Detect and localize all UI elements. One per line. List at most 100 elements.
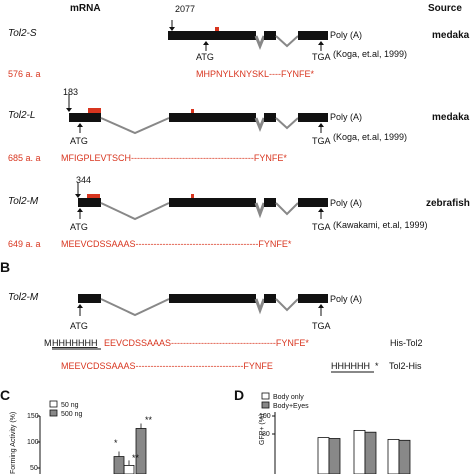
site-arrowhead [75, 194, 81, 198]
atg-label: ATG [70, 136, 88, 146]
intron-1 [100, 117, 170, 135]
reference: (Kawakami, et.al, 1999) [333, 220, 428, 230]
gene-name: Tol2-L [8, 110, 35, 121]
polya-label: Poly (A) [330, 30, 362, 40]
y-tick-50: 50 [30, 465, 38, 472]
reference: (Koga, et.al, 1999) [333, 49, 407, 59]
gene-name: Tol2-M [8, 292, 39, 303]
mrna-header: mRNA [70, 3, 101, 14]
panel-c: C Forming Activity (%) 50 ng 500 ng 150 … [0, 387, 153, 474]
bar-body-only-3 [387, 438, 400, 474]
atg-label: ATG [70, 222, 88, 232]
protein-seq: MHPNYLKNYSKL----FYNFE* [196, 69, 315, 79]
y-tick-150: 150 [27, 413, 39, 420]
significance-mark: * [114, 438, 118, 448]
his-n-tag: HHHHHHH [52, 338, 98, 348]
legend-label-body: Body only [273, 394, 304, 401]
intron-1 [100, 202, 170, 221]
red-mark [87, 194, 100, 198]
exon-4 [298, 113, 328, 122]
site-arrowhead [66, 108, 72, 112]
bar-500ng-0 [113, 456, 125, 474]
y-axis-label: GFP+ (%) [259, 414, 266, 445]
bar-50ng-1 [123, 464, 135, 474]
legend-label-50ng: 50 ng [61, 402, 79, 409]
gene-name: Tol2-S [8, 28, 37, 39]
intron-2 [254, 298, 266, 315]
atg-arrowhead [203, 41, 209, 45]
intron-2 [254, 202, 266, 219]
exon-2 [169, 198, 256, 207]
protein-seq: MEEVCDSSAAAS----------------------------… [61, 239, 292, 249]
protein-length: 576 a. a [8, 69, 41, 79]
his-c-seq: MEEVCDSSAAAS----------------------------… [61, 361, 273, 371]
tga-label: TGA [312, 136, 331, 146]
tga-label: TGA [312, 321, 331, 331]
red-mark-2 [191, 194, 194, 198]
exon-1 [168, 31, 256, 40]
panel-letter: C [0, 387, 10, 403]
tga-arrowhead [318, 123, 324, 127]
his-c-tag: HHHHHH [331, 361, 370, 371]
bar-body-eyes-3 [398, 439, 411, 474]
his-n-m: M [44, 338, 52, 348]
his-c-label: Tol2-His [389, 361, 422, 371]
species-label: medaka [432, 112, 470, 123]
exon-3 [264, 198, 276, 207]
y-tick-80: 80 [262, 431, 270, 438]
atg-arrowhead [77, 304, 83, 308]
species-label: zebrafish [426, 198, 470, 209]
atg-arrowhead [77, 208, 83, 212]
bar-500ng-1 [135, 428, 147, 474]
tga-arrowhead [318, 304, 324, 308]
intron-1 [100, 298, 170, 317]
exon-4 [298, 198, 328, 207]
his-n-seq: EEVCDSSAAAS-----------------------------… [104, 338, 309, 348]
legend-swatch-500ng [49, 409, 58, 417]
species-label: medaka [432, 30, 470, 41]
red-mark [88, 108, 101, 113]
bar-body-eyes-1 [328, 438, 341, 474]
intron-3 [275, 202, 299, 216]
y-tick-100: 100 [27, 439, 39, 446]
exon-3 [264, 113, 276, 122]
legend-swatch-50ng [49, 400, 58, 408]
tga-arrowhead [318, 41, 324, 45]
exon-1 [78, 294, 101, 303]
tga-arrowhead [318, 208, 324, 212]
site-number: 344 [76, 175, 91, 185]
polya-label: Poly (A) [330, 294, 362, 304]
panel-b: B Tol2-M Poly (A) ATG TGA M HHHHHHH EEVC… [0, 259, 423, 373]
his-c-star: * [375, 361, 379, 371]
panel-letter: D [234, 387, 244, 403]
significance-mark: ** [132, 453, 140, 463]
site-number: 2077 [175, 4, 195, 14]
polya-label: Poly (A) [330, 198, 362, 208]
polya-label: Poly (A) [330, 112, 362, 122]
intron-2 [254, 117, 266, 133]
exon-2 [169, 294, 256, 303]
site-arrowhead [169, 27, 175, 31]
row-tol2-l: Tol2-L 183 Poly (A) medaka ATG TGA (Koga… [8, 87, 470, 163]
intron-1 [254, 35, 266, 51]
exon-4 [298, 294, 328, 303]
legend-label-eyes: Body+Eyes [273, 403, 309, 410]
atg-label: ATG [70, 321, 88, 331]
protein-length: 685 a. a [8, 153, 41, 163]
atg-arrowhead [77, 123, 83, 127]
protein-seq: MFIGPLEVTSCH----------------------------… [61, 153, 287, 163]
tga-label: TGA [312, 52, 331, 62]
reference: (Koga, et.al, 1999) [333, 132, 407, 142]
intron-2 [275, 35, 299, 48]
y-axis-label: Forming Activity (%) [10, 412, 17, 474]
exon-2 [169, 113, 256, 122]
bar-body-only-2 [353, 429, 366, 474]
gene-name: Tol2-M [8, 196, 39, 207]
exon-1 [78, 198, 101, 207]
intron-3 [275, 117, 299, 130]
exon-1 [69, 113, 101, 122]
row-tol2-s: Tol2-S 2077 Poly (A) medaka ATG TGA (Kog… [8, 4, 470, 79]
red-mark [215, 27, 219, 31]
intron-3 [275, 298, 299, 312]
